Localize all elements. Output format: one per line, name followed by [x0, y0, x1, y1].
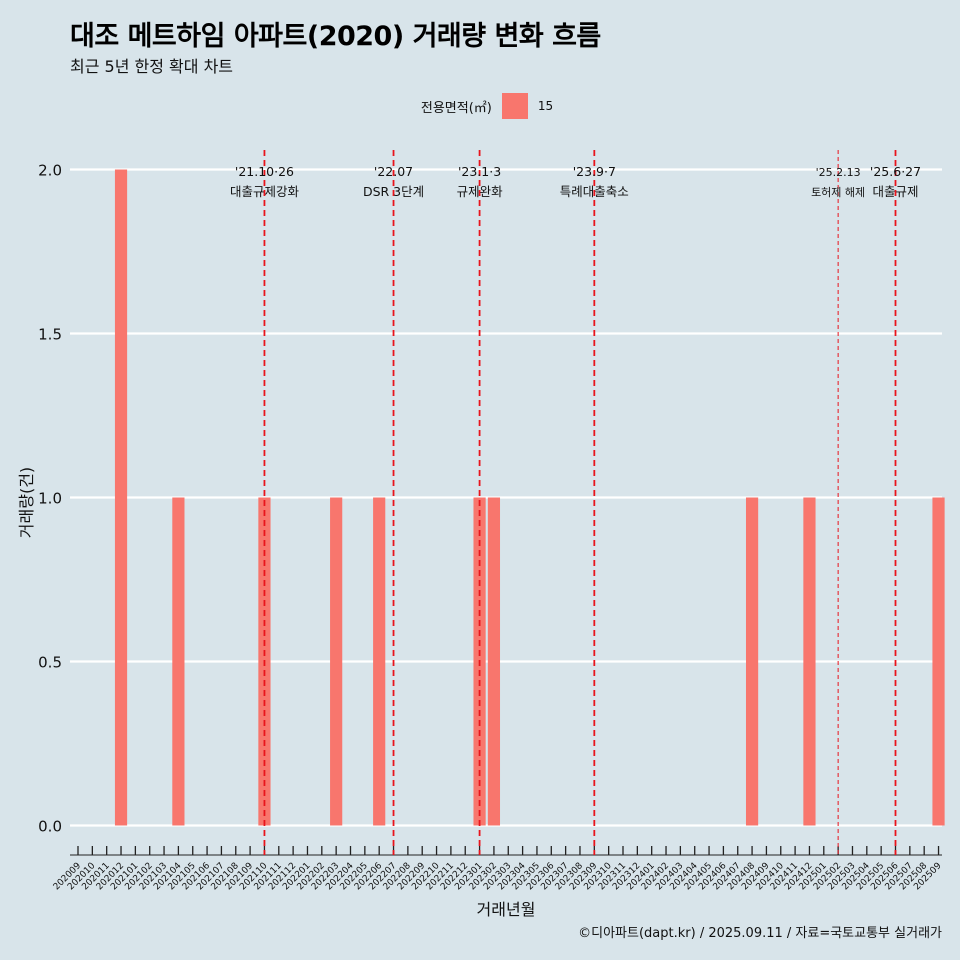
- chart-title: 대조 메트하임 아파트(2020) 거래량 변화 흐름: [70, 21, 601, 52]
- y-tick-label: 0.5: [38, 653, 62, 671]
- event-label: DSR 3단계: [363, 184, 424, 199]
- chart-subtitle: 최근 5년 한정 확대 차트: [70, 57, 234, 76]
- event-date-label: '23.9·7: [573, 164, 616, 179]
- y-tick-label: 0.0: [38, 817, 62, 835]
- y-tick-label: 1.5: [38, 326, 62, 344]
- y-tick-label: 2.0: [38, 162, 62, 180]
- bar: [932, 497, 945, 826]
- bar: [172, 497, 185, 826]
- bar: [487, 497, 501, 826]
- x-axis-title: 거래년월: [477, 900, 536, 919]
- event-label: 대출규제강화: [230, 184, 300, 199]
- event-date-label: '21.10·26: [235, 164, 294, 179]
- legend: 전용면적(㎡) 15: [0, 93, 960, 119]
- event-label: 규제완화: [457, 184, 504, 199]
- event-date-label: '22.07: [374, 164, 413, 179]
- event-date-label: '25.6·27: [870, 164, 921, 179]
- bar: [745, 497, 759, 826]
- caption: ©디아파트(dapt.kr) / 2025.09.11 / 자료=국토교통부 실…: [578, 926, 942, 941]
- event-label: 대출규제: [872, 184, 918, 199]
- event-label: 특례대출축소: [560, 184, 629, 199]
- y-tick-label: 1.0: [38, 490, 62, 508]
- event-date-label: '25.2.13: [816, 166, 861, 179]
- y-axis-title: 거래량(건): [17, 467, 36, 538]
- bar: [803, 497, 816, 826]
- legend-label: 15: [537, 99, 554, 113]
- legend-swatch: [501, 93, 528, 119]
- bar: [373, 497, 386, 826]
- event-label: 토허제 해제: [811, 185, 865, 199]
- bar: [114, 169, 128, 826]
- bar: [330, 497, 343, 826]
- event-date-label: '23.1·3: [458, 164, 501, 179]
- legend-title: 전용면적(㎡): [420, 100, 492, 116]
